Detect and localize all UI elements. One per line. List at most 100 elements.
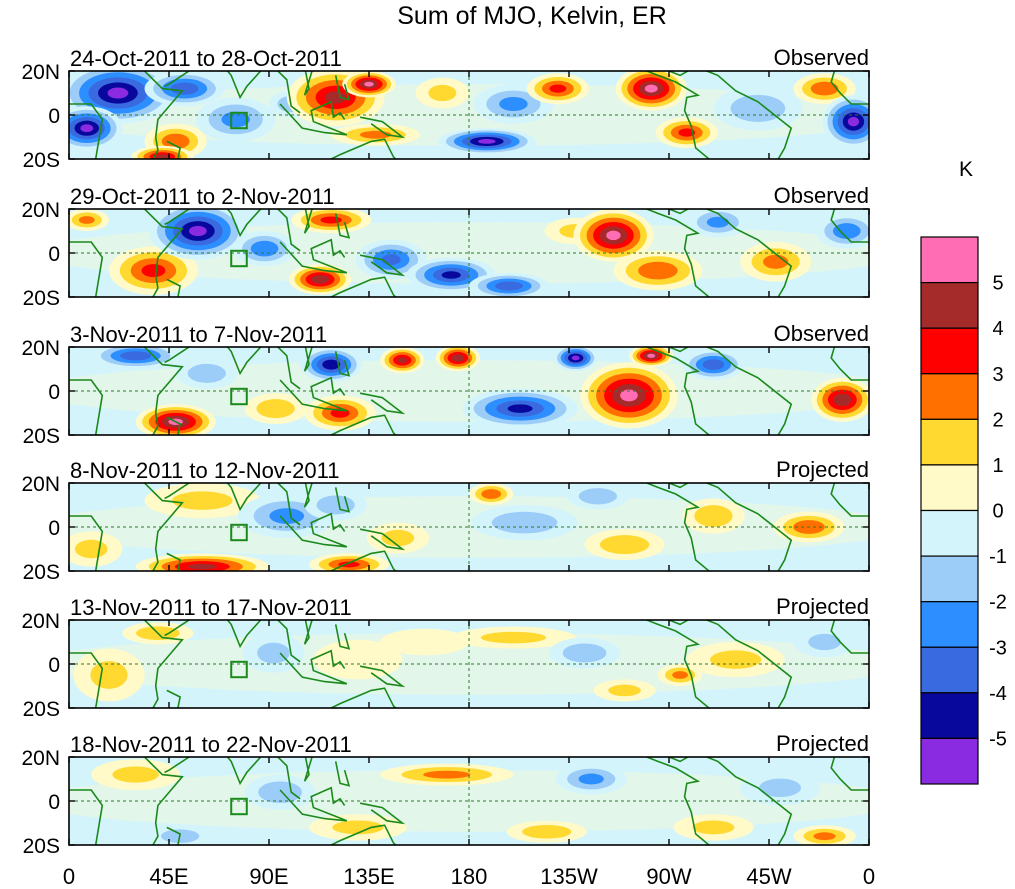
contour-blob-15-level-3 (832, 223, 861, 239)
contour-blob-18-level-3 (810, 81, 839, 96)
y-tick-label: 20S (23, 561, 60, 584)
coast-south-asia (226, 483, 301, 526)
coast-philippines (334, 75, 351, 101)
coast-indochina (303, 347, 313, 372)
coast-australia (329, 824, 397, 845)
colorbar-tick-label: -3 (989, 637, 1007, 659)
coast-australia (329, 276, 397, 297)
contour-blob-16-level-4 (678, 128, 696, 137)
contour-blob-9-level-3 (672, 671, 688, 679)
contour-blob-2-level-6 (80, 124, 94, 133)
contour-blob-2-level-2 (172, 491, 233, 510)
contour-blob-8-level-2 (608, 684, 641, 697)
coast-americas-west (644, 757, 710, 845)
colorbar-bin (920, 601, 979, 648)
colorbar-bin (920, 418, 979, 466)
contour-blob-4-level-3 (269, 508, 305, 524)
colorbar-bin (920, 692, 979, 740)
colorbar-bin (920, 464, 979, 512)
contour-blob-15-level-6 (644, 84, 658, 93)
contour-blob-1-level-2 (112, 766, 159, 783)
panel-status: Observed (774, 321, 869, 346)
contour-blob-9-level-2 (759, 778, 802, 798)
map-panel-5: 20N 0 20S 13-Nov-2011 to 17-Nov-2011 Project… (21, 594, 870, 721)
coastlines (69, 347, 869, 435)
colorbar-bin (920, 509, 979, 557)
coast-indochina (303, 483, 313, 508)
contour-blob-10-level-3 (813, 832, 836, 841)
contour-blob-5-level-5 (155, 154, 170, 159)
coast-east-africa (143, 483, 184, 571)
coast-americas-east (667, 620, 793, 708)
contour-blob-4-level-2 (332, 820, 384, 835)
colorbar-tick-label: 2 (992, 409, 1003, 431)
panels-group: 20N 0 20S 24-Oct-2011 to 28-Oct-2011 Observe… (21, 45, 870, 858)
colorbar-bin (920, 236, 979, 284)
coast-west-africa (69, 241, 104, 297)
contour-blob-6-level-3 (221, 111, 250, 128)
contour-blob-7-level-4 (381, 254, 401, 265)
y-tick-label: 0 (48, 105, 60, 128)
coast-east-africa (143, 347, 184, 435)
colorbar-tick-label: -1 (989, 546, 1007, 568)
coast-philippines (334, 351, 351, 377)
region-box (230, 660, 248, 679)
coast-new-guinea (359, 528, 406, 551)
contour-blob-4-level-3 (250, 240, 279, 257)
coast-west-africa (69, 379, 104, 435)
panel-date-range: 8-Nov-2011 to 12-Nov-2011 (70, 458, 339, 483)
coast-west-africa-east (830, 757, 869, 791)
contour-blob-4-level-2 (256, 399, 295, 419)
contour-blob-6-level-2 (480, 631, 547, 644)
panel-date-range: 13-Nov-2011 to 17-Nov-2011 (70, 595, 352, 620)
coast-south-asia (226, 71, 301, 114)
contour-blob-3-level-4 (170, 82, 199, 95)
coast-west-africa-east (830, 347, 869, 381)
y-tick-label: 20N (21, 473, 60, 496)
contour-blob-3-level-2 (187, 363, 226, 383)
colorbar-tick-label: 0 (992, 501, 1003, 523)
contour-blob-5-level-3 (423, 770, 471, 779)
contour-blob-3-level-6 (189, 225, 207, 237)
coast-australia (329, 414, 397, 435)
colorbar-bin (920, 646, 979, 694)
contour-blob-12-level-2 (694, 505, 733, 527)
panel-status: Observed (774, 45, 869, 70)
colorbar-bin (920, 737, 979, 785)
region-box (230, 387, 248, 406)
y-tick-label: 20S (23, 698, 60, 721)
contour-blob-13-level-3 (499, 96, 528, 112)
x-tick-label: 90W (646, 864, 691, 889)
coast-new-guinea (359, 802, 406, 825)
y-tick-label: 0 (48, 243, 60, 266)
coast-south-asia (226, 347, 301, 390)
coast-arabia (164, 347, 191, 364)
coast-east-africa (143, 209, 184, 297)
colorbar-units-label: K (959, 158, 973, 181)
colorbar: K 5 4 3 2 1 0 -1 -2 -3 -4 -5 (920, 158, 1007, 785)
panel-status: Observed (774, 183, 869, 208)
coast-madagascar (166, 278, 182, 297)
coast-americas-east (667, 483, 793, 571)
coast-arabia (164, 483, 191, 500)
coast-madagascar (166, 416, 182, 435)
contour-blob-7-level-5 (397, 357, 408, 364)
panel-date-range: 29-Oct-2011 to 2-Nov-2011 (70, 184, 335, 209)
y-tick-label: 20S (23, 287, 60, 310)
panel-status: Projected (776, 731, 869, 756)
coast-east-africa (143, 620, 184, 708)
coastlines (69, 71, 869, 159)
coastlines (69, 620, 869, 708)
coast-new-guinea (359, 254, 406, 277)
x-tick-label: 180 (451, 864, 488, 889)
map-panel-3: 20N 0 20S 3-Nov-2011 to 7-Nov-2011 Observed (21, 321, 870, 448)
contour-blob-8-level-5 (451, 354, 465, 362)
contour-blob-6-level-3 (578, 773, 604, 785)
contour-blob-9-level-4 (495, 281, 523, 291)
coast-indochina (303, 620, 313, 645)
panel-date-range: 3-Nov-2011 to 7-Nov-2011 (70, 322, 327, 347)
contour-blob-14-level-5 (833, 393, 852, 407)
coast-west-africa-east (830, 483, 869, 517)
contour-blob-11-level-2 (599, 535, 650, 555)
colorbar-tick-label: -5 (989, 728, 1007, 750)
